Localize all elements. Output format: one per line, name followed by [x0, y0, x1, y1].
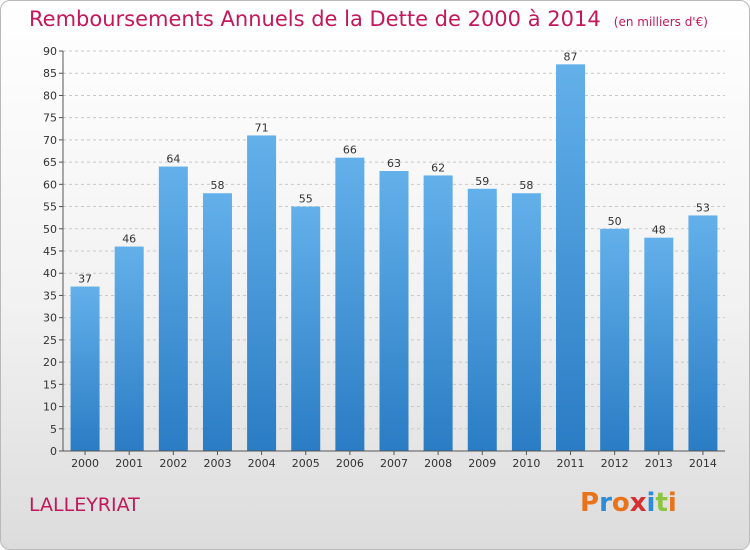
logo-letter: P: [580, 488, 600, 518]
data-label: 46: [122, 233, 136, 246]
data-label: 58: [210, 179, 224, 192]
logo-letter: x: [629, 488, 647, 518]
bar-2010: [511, 193, 541, 451]
y-tick-label: 15: [43, 378, 57, 391]
y-tick-label: 75: [43, 112, 57, 125]
y-tick-label: 5: [50, 423, 57, 436]
x-tick-label: 2000: [71, 457, 99, 470]
proxiti-logo: Proxiti: [580, 488, 677, 518]
y-tick-label: 65: [43, 156, 57, 169]
x-tick-label: 2008: [424, 457, 452, 470]
x-tick-label: 2013: [645, 457, 673, 470]
bar-2001: [114, 246, 144, 451]
bar-2005: [291, 206, 321, 451]
data-label: 59: [475, 175, 489, 188]
x-tick-label: 2006: [336, 457, 364, 470]
data-label: 64: [166, 153, 180, 166]
bar-2008: [423, 175, 453, 451]
y-tick-label: 20: [43, 356, 57, 369]
y-tick-label: 30: [43, 312, 57, 325]
data-label: 62: [431, 161, 445, 174]
x-tick-label: 2012: [601, 457, 629, 470]
bar-2009: [467, 188, 497, 451]
bar-2000: [70, 286, 100, 451]
chart-title: Remboursements Annuels de la Dette de 20…: [29, 7, 601, 31]
x-tick-label: 2007: [380, 457, 408, 470]
title-row: Remboursements Annuels de la Dette de 20…: [29, 7, 708, 31]
y-tick-label: 80: [43, 89, 57, 102]
y-tick-label: 85: [43, 67, 57, 80]
y-tick-label: 25: [43, 334, 57, 347]
x-tick-label: 2002: [159, 457, 187, 470]
bar-2006: [335, 157, 365, 451]
bar-2007: [379, 171, 409, 451]
logo-letter: i: [646, 488, 656, 518]
data-label: 63: [387, 157, 401, 170]
bar-2004: [247, 135, 277, 451]
bar-2013: [644, 237, 674, 451]
data-label: 50: [608, 215, 622, 228]
x-tick-label: 2005: [292, 457, 320, 470]
x-tick-label: 2010: [512, 457, 540, 470]
y-tick-label: 10: [43, 401, 57, 414]
y-tick-label: 60: [43, 178, 57, 191]
logo-letter: o: [611, 488, 630, 518]
y-tick-label: 70: [43, 134, 57, 147]
y-tick-label: 45: [43, 245, 57, 258]
data-label: 71: [255, 121, 269, 134]
y-tick-label: 0: [50, 445, 57, 458]
y-tick-label: 35: [43, 289, 57, 302]
x-tick-label: 2014: [689, 457, 717, 470]
data-label: 58: [519, 179, 533, 192]
y-tick-label: 55: [43, 201, 57, 214]
bar-2002: [158, 166, 188, 452]
bar-2014: [688, 215, 718, 451]
place-name: LALLEYRIAT: [29, 494, 140, 516]
data-label: 87: [564, 50, 578, 63]
data-label: 66: [343, 144, 357, 157]
data-label: 55: [299, 193, 313, 206]
chart-subtitle: (en milliers d'€): [613, 15, 708, 29]
logo-letter: i: [667, 488, 677, 518]
data-label: 48: [652, 224, 666, 237]
y-tick-label: 50: [43, 223, 57, 236]
bar-2003: [202, 193, 232, 451]
y-tick-label: 90: [43, 45, 57, 58]
x-tick-label: 2004: [248, 457, 276, 470]
x-tick-label: 2003: [203, 457, 231, 470]
data-label: 37: [78, 273, 92, 286]
bar-2011: [556, 64, 586, 452]
x-tick-label: 2011: [557, 457, 585, 470]
x-tick-label: 2009: [468, 457, 496, 470]
data-label: 53: [696, 201, 710, 214]
bar-2012: [600, 228, 630, 451]
logo-letter: t: [655, 488, 668, 518]
logo-letter: r: [599, 488, 612, 518]
y-tick-label: 40: [43, 267, 57, 280]
x-tick-label: 2001: [115, 457, 143, 470]
